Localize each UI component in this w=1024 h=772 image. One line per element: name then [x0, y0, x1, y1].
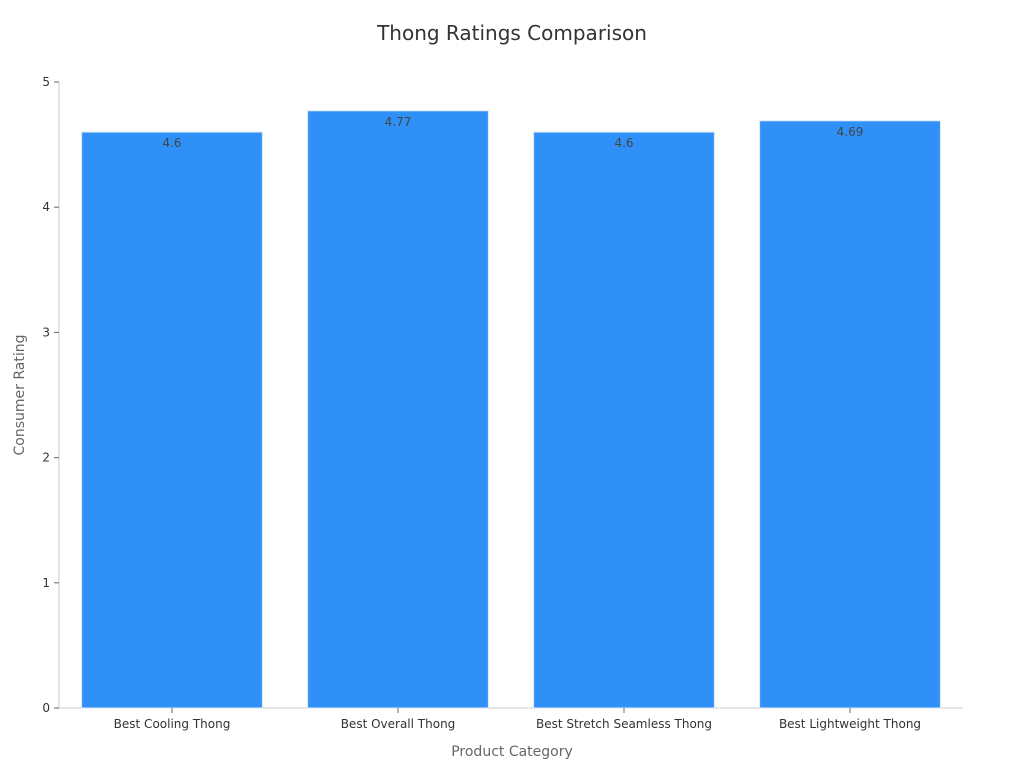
data-label: 4.6 [162, 136, 181, 150]
y-tick-label: 3 [42, 325, 50, 339]
x-tick-label: Best Lightweight Thong [779, 717, 921, 731]
data-label: 4.77 [385, 115, 412, 129]
y-tick-label: 1 [42, 576, 50, 590]
y-tick-label: 0 [42, 701, 50, 715]
x-tick-label: Best Overall Thong [341, 717, 456, 731]
bar [533, 131, 715, 709]
data-label: 4.69 [837, 125, 864, 139]
x-tick-label: Best Stretch Seamless Thong [536, 717, 712, 731]
y-tick-label: 4 [42, 200, 50, 214]
data-label: 4.6 [614, 136, 633, 150]
bar [307, 110, 489, 709]
bar [81, 131, 263, 709]
chart-title: Thong Ratings Comparison [376, 21, 647, 45]
y-tick-label: 5 [42, 75, 50, 89]
y-axis-title: Consumer Rating [12, 335, 28, 456]
bar [759, 120, 941, 709]
plot-area: 0 1 2 3 4 5 4.6 Best Cooling Thong 4.77 Best Over… [42, 75, 963, 731]
y-tick-label: 2 [42, 451, 50, 465]
x-axis-title: Product Category [451, 744, 573, 760]
x-tick-label: Best Cooling Thong [114, 717, 231, 731]
